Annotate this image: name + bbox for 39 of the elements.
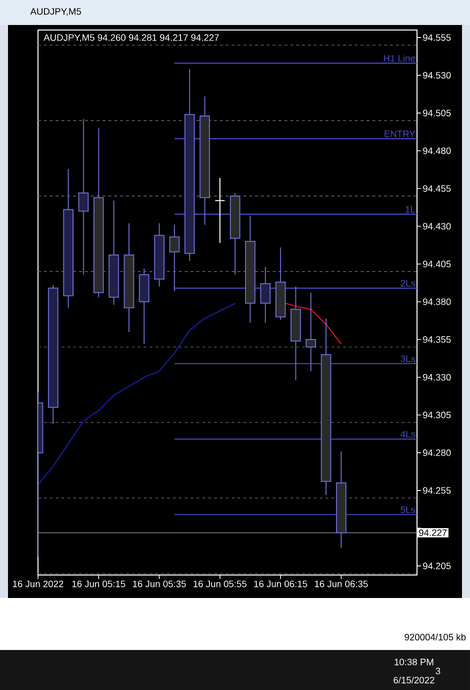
candlestick [214, 177, 226, 244]
y-tick-label: 94.330 [423, 374, 451, 381]
text: 3 [436, 668, 440, 674]
series-label: H1 Line [384, 54, 415, 62]
x-tick-label: 16 Jun 05:15 [72, 580, 126, 588]
series-label: ENTRY [384, 130, 416, 138]
series-label: 5Ls [400, 506, 416, 513]
candlestick [306, 292, 316, 372]
candlestick [78, 118, 89, 276]
ref-line-label: 94.227 [419, 529, 447, 536]
y-tick-label: 94.480 [423, 147, 451, 154]
x-tick-label: 16 Jun 2022 [13, 580, 64, 588]
series-label: 1L [406, 206, 416, 213]
x-tick-label: 16 Jun 06:15 [254, 580, 308, 588]
y-tick-label: 94.555 [423, 34, 451, 41]
y-tick-label: 94.205 [423, 562, 451, 570]
y-tick-label: 94.455 [423, 185, 451, 192]
y-tick-label: 94.405 [423, 260, 451, 268]
y-tick-label: 94.430 [423, 222, 451, 230]
y-tick-label: 94.380 [423, 298, 451, 306]
text: 10:38 PM [394, 658, 434, 666]
chart-title: AUDJPY,M5 94.260 94.281 94.217 94.227 [44, 34, 219, 42]
series-label: 4Ls [400, 431, 416, 438]
y-tick-label: 94.505 [423, 110, 451, 116]
x-tick-label: 16 Jun 05:35 [133, 580, 186, 588]
y-tick-label: 94.280 [423, 449, 451, 456]
y-tick-label: 94.530 [423, 72, 451, 79]
series-label: 2Ls [400, 280, 416, 287]
x-tick-label: 16 Jun 05:55 [194, 580, 246, 588]
text: AUDJPY,M5 [30, 8, 82, 16]
y-tick-label: 94.355 [423, 336, 451, 343]
text: 920004/105 kb [404, 634, 466, 640]
text: 6/15/2022 [394, 676, 434, 684]
y-tick-label: 94.255 [423, 487, 451, 494]
y-tick-label: 94.305 [423, 412, 451, 418]
candlestick [169, 224, 180, 292]
series-label: 3Ls [400, 355, 416, 362]
candlestick [260, 266, 271, 324]
x-tick-label: 16 Jun 06:35 [314, 580, 368, 588]
